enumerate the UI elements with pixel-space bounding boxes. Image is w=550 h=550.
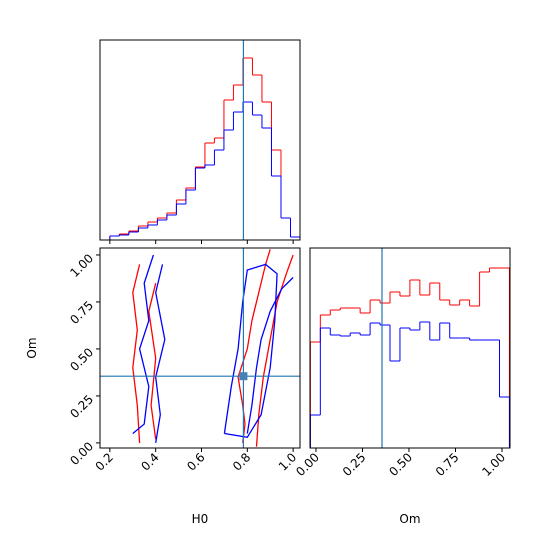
x-tick-label: 0.50 (386, 450, 415, 479)
x-tick-label: 1.00 (479, 450, 508, 479)
contour-line (132, 264, 141, 443)
contour-line (132, 254, 155, 435)
x-tick-label: 0.75 (433, 450, 462, 479)
frame (99, 247, 301, 449)
contour-line (237, 249, 271, 443)
x-tick-label: 0.6 (184, 450, 207, 473)
y-axis-label: Om (25, 337, 39, 358)
frame (99, 39, 301, 241)
plot-area (100, 248, 300, 448)
x-tick-label: 0.2 (93, 450, 116, 473)
x-axis-label: H0 (192, 512, 209, 526)
contour-line (246, 277, 294, 434)
x-tick-label: 0.8 (230, 450, 253, 473)
x-tick-label: 0.00 (293, 450, 322, 479)
y-tick-label: 1.00 (67, 251, 96, 280)
plot-area (310, 248, 510, 448)
contour-line (155, 264, 166, 444)
y-tick-label: 0.25 (67, 392, 96, 421)
truth-marker (239, 372, 248, 381)
y-tick-label: 0.50 (67, 345, 96, 374)
contour-line (223, 263, 278, 439)
y-tick-label: 0.75 (67, 298, 96, 327)
plot-area (109, 40, 300, 240)
contour-line (148, 283, 157, 440)
x-axis-label: Om (399, 512, 420, 526)
contour-line (255, 254, 294, 447)
x-tick-label: 0.4 (138, 450, 161, 473)
x-tick-label: 0.25 (340, 450, 369, 479)
frame (309, 247, 511, 449)
